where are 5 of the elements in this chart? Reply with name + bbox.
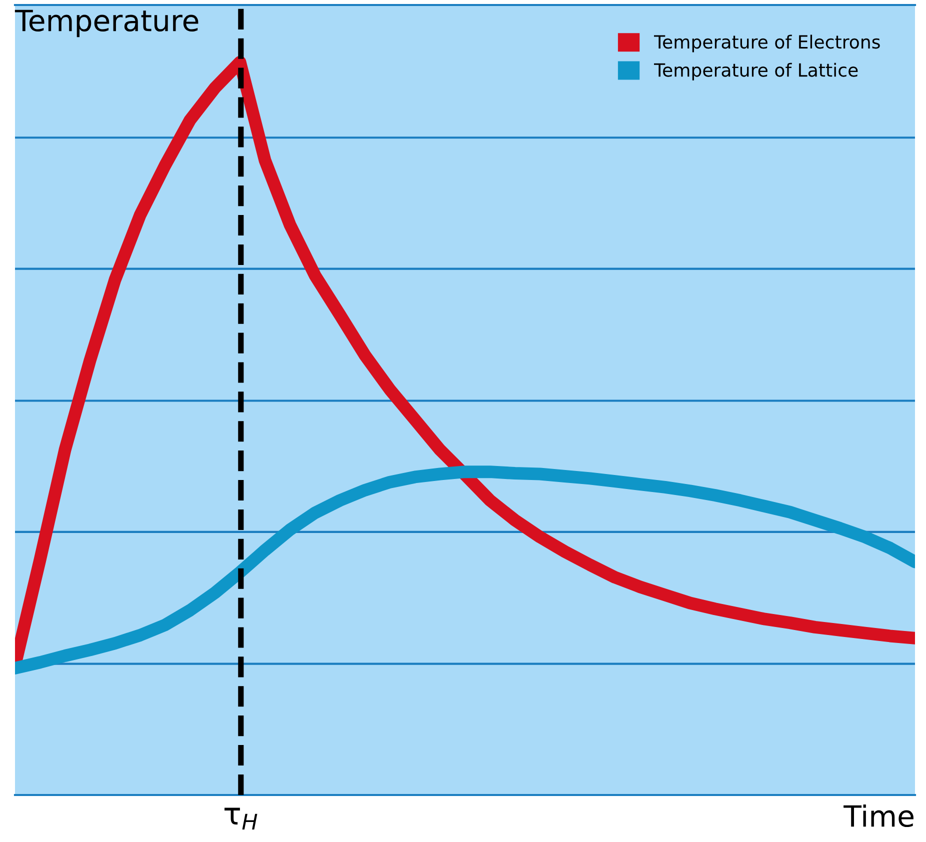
legend-label: Temperature of Lattice [654, 62, 858, 80]
x-axis-title: Time [844, 804, 914, 828]
text: τ$_{H}$ [224, 808, 258, 830]
y-axis-title: Temperature [14, 10, 198, 38]
legend-label: Temperature of Electrons [654, 34, 880, 52]
